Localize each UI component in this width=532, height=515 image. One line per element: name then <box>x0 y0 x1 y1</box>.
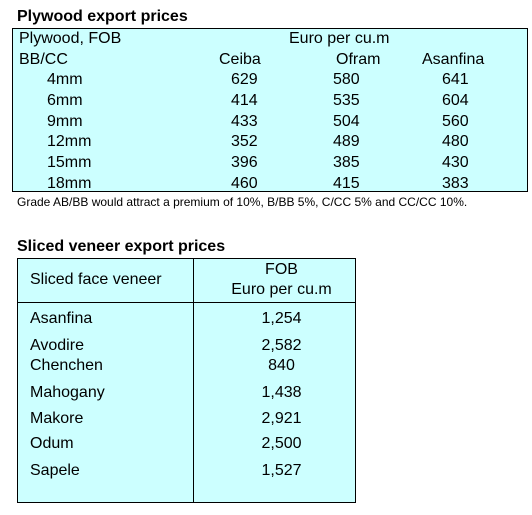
plywood-cell: 480 <box>442 133 469 150</box>
plywood-cell: 460 <box>231 175 258 192</box>
plywood-cell: 629 <box>231 71 258 88</box>
plywood-title: Plywood export prices <box>17 8 188 25</box>
veneer-title: Sliced veneer export prices <box>17 238 226 255</box>
veneer-row-name: Chenchen <box>30 357 103 374</box>
veneer-row-value: 1,527 <box>261 462 302 479</box>
plywood-row-size: 18mm <box>47 175 92 192</box>
veneer-row-name: Odum <box>30 435 74 452</box>
plywood-row-size: 15mm <box>47 154 92 171</box>
veneer-header-unit: Euro per cu.m <box>231 281 332 298</box>
plywood-cell: 560 <box>442 113 469 130</box>
veneer-row-name: Avodire <box>30 337 84 354</box>
plywood-cell: 396 <box>231 154 258 171</box>
plywood-cell: 489 <box>333 133 360 150</box>
veneer-row-name: Sapele <box>30 462 80 479</box>
veneer-row-value: 840 <box>268 357 295 374</box>
plywood-col-ofram: Ofram <box>336 51 381 68</box>
plywood-cell: 535 <box>333 92 360 109</box>
plywood-header-grade: BB/CC <box>19 51 68 68</box>
plywood-cell: 414 <box>231 92 258 109</box>
plywood-row-size: 4mm <box>47 71 83 88</box>
veneer-row-value: 2,582 <box>261 337 302 354</box>
column-divider <box>193 259 194 502</box>
veneer-row-value: 1,438 <box>261 384 302 401</box>
plywood-cell: 383 <box>442 175 469 192</box>
plywood-cell: 430 <box>442 154 469 171</box>
veneer-row-name: Asanfina <box>30 310 93 327</box>
plywood-unit-header: Euro per cu.m <box>289 30 390 47</box>
veneer-table: Sliced face veneer FOB Euro per cu.m Asa… <box>17 258 356 503</box>
plywood-row-size: 9mm <box>47 113 83 130</box>
plywood-col-asanfina: Asanfina <box>422 51 485 68</box>
plywood-cell: 415 <box>333 175 360 192</box>
plywood-cell: 504 <box>333 113 360 130</box>
veneer-row-value: 1,254 <box>261 310 302 327</box>
plywood-cell: 352 <box>231 133 258 150</box>
veneer-row-value: 2,921 <box>261 410 302 427</box>
plywood-col-ceiba: Ceiba <box>219 51 261 68</box>
veneer-row-name: Mahogany <box>30 384 105 401</box>
plywood-header-fob: Plywood, FOB <box>19 30 122 47</box>
plywood-cell: 433 <box>231 113 258 130</box>
veneer-header-left: Sliced face veneer <box>30 271 162 288</box>
plywood-row-size: 12mm <box>47 133 92 150</box>
plywood-row-size: 6mm <box>47 92 83 109</box>
plywood-table: Plywood, FOB Euro per cu.m BB/CC Ceiba O… <box>12 28 528 192</box>
plywood-cell: 604 <box>442 92 469 109</box>
grade-premium-note: Grade AB/BB would attract a premium of 1… <box>17 195 468 209</box>
plywood-cell: 385 <box>333 154 360 171</box>
header-divider <box>18 302 355 303</box>
plywood-cell: 641 <box>442 71 469 88</box>
plywood-cell: 580 <box>333 71 360 88</box>
veneer-header-fob: FOB <box>265 261 298 278</box>
veneer-row-name: Makore <box>30 410 84 427</box>
veneer-row-value: 2,500 <box>261 435 302 452</box>
